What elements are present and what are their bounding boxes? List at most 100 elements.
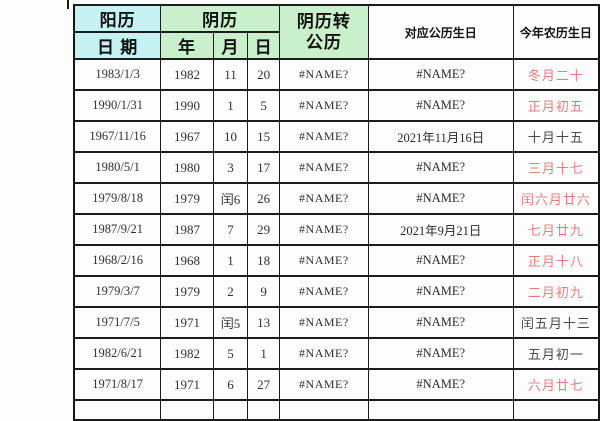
this-year-lunar-cell: 三月十七 bbox=[512, 151, 600, 184]
table-row-partial bbox=[73, 399, 600, 421]
table-row: 1968/2/16 1968 1 18 #NAME? #NAME? 正月十八 bbox=[73, 244, 600, 277]
lunar-year-cell: 1979 bbox=[160, 182, 214, 215]
lunar-month-cell: 1 bbox=[212, 89, 249, 122]
lunar-day-cell: 29 bbox=[247, 213, 280, 246]
solar-date-cell: 1971/7/5 bbox=[73, 306, 162, 339]
table-row: 1979/3/7 1979 2 9 #NAME? #NAME? 二月初九 bbox=[73, 275, 600, 308]
lunar-year-cell: 1971 bbox=[160, 368, 214, 401]
solar-date-cell: 1979/3/7 bbox=[73, 275, 162, 308]
lunar-day-cell: 17 bbox=[247, 151, 280, 184]
gregorian-birthday-cell: #NAME? bbox=[367, 151, 514, 184]
header-row-2: 日 期 年 月 日 bbox=[73, 31, 599, 60]
this-year-lunar-cell: 闰五月十三 bbox=[512, 306, 600, 339]
convert-error-cell: #NAME? bbox=[278, 120, 369, 153]
this-year-lunar-cell: 冬月二十 bbox=[512, 58, 600, 91]
table-row: 1983/1/3 1982 11 20 #NAME? #NAME? 冬月二十 bbox=[73, 58, 600, 91]
header-lunar: 阴历 bbox=[160, 4, 280, 33]
convert-error-cell: #NAME? bbox=[278, 213, 369, 246]
lunar-year-cell: 1979 bbox=[160, 275, 214, 308]
lunar-solar-conversion-table: 阳历 阴历 阴历转 公历 对应公历生日 今年农历生日 日 期 年 月 日 198… bbox=[73, 4, 600, 421]
lunar-year-cell: 1968 bbox=[160, 244, 214, 277]
gregorian-birthday-cell: #NAME? bbox=[367, 368, 514, 401]
header-lunar-day: 日 bbox=[247, 31, 280, 60]
gregorian-birthday-cell: #NAME? bbox=[367, 275, 514, 308]
lunar-month-cell: 闰5 bbox=[212, 306, 249, 339]
convert-error-cell: #NAME? bbox=[278, 244, 369, 277]
solar-date-cell: 1983/1/3 bbox=[73, 58, 162, 91]
lunar-day-cell: 27 bbox=[247, 368, 280, 401]
lunar-month-cell: 2 bbox=[212, 275, 249, 308]
lunar-day-cell: 26 bbox=[247, 182, 280, 215]
table-row: 1980/5/1 1980 3 17 #NAME? #NAME? 三月十七 bbox=[73, 151, 600, 184]
table-row: 1979/8/18 1979 闰6 26 #NAME? #NAME? 闰六月廿六 bbox=[73, 182, 600, 215]
solar-date-cell: 1980/5/1 bbox=[73, 151, 162, 184]
gregorian-birthday-cell: #NAME? bbox=[367, 337, 514, 370]
header-lunar-year: 年 bbox=[160, 31, 214, 60]
convert-error-cell: #NAME? bbox=[278, 368, 369, 401]
this-year-lunar-cell: 正月十八 bbox=[512, 244, 600, 277]
header-solar: 阳历 bbox=[73, 4, 162, 33]
lunar-month-cell: 3 bbox=[212, 151, 249, 184]
lunar-month-cell: 5 bbox=[212, 337, 249, 370]
header-solar-date: 日 期 bbox=[73, 31, 162, 60]
lunar-day-cell: 15 bbox=[247, 120, 280, 153]
header-row-1: 阳历 阴历 阴历转 公历 对应公历生日 今年农历生日 bbox=[73, 4, 600, 60]
solar-date-cell: 1990/1/31 bbox=[73, 89, 162, 122]
this-year-lunar-cell: 十月十五 bbox=[512, 120, 600, 153]
gregorian-birthday-cell: 2021年11月16日 bbox=[367, 120, 514, 153]
solar-date-cell: 1971/8/17 bbox=[73, 368, 162, 401]
solar-date-cell: 1967/11/16 bbox=[73, 120, 162, 153]
lunar-month-cell: 6 bbox=[212, 368, 249, 401]
this-year-lunar-cell: 二月初九 bbox=[512, 275, 600, 308]
lunar-year-cell: 1971 bbox=[160, 306, 214, 339]
lunar-day-cell: 1 bbox=[247, 337, 280, 370]
lunar-year-cell: 1990 bbox=[160, 89, 214, 122]
table-row: 1982/6/21 1982 5 1 #NAME? #NAME? 五月初一 bbox=[73, 337, 600, 370]
lunar-year-cell: 1967 bbox=[160, 120, 214, 153]
header-gregorian-birthday: 对应公历生日 bbox=[367, 4, 514, 60]
convert-error-cell: #NAME? bbox=[278, 337, 369, 370]
solar-date-cell: 1979/8/18 bbox=[73, 182, 162, 215]
gregorian-birthday-cell: #NAME? bbox=[367, 58, 514, 91]
lunar-year-cell: 1982 bbox=[160, 58, 214, 91]
header-lunar-to-gregorian: 阴历转 公历 bbox=[278, 4, 369, 60]
lunar-day-cell: 20 bbox=[247, 58, 280, 91]
this-year-lunar-cell: 正月初五 bbox=[512, 89, 600, 122]
lunar-year-cell: 1980 bbox=[160, 151, 214, 184]
table-row: 1971/7/5 1971 闰5 13 #NAME? #NAME? 闰五月十三 bbox=[73, 306, 600, 339]
convert-error-cell: #NAME? bbox=[278, 275, 369, 308]
lunar-month-cell: 10 bbox=[212, 120, 249, 153]
gregorian-birthday-cell: #NAME? bbox=[367, 89, 514, 122]
lunar-day-cell: 9 bbox=[247, 275, 280, 308]
convert-error-cell: #NAME? bbox=[278, 182, 369, 215]
lunar-month-cell: 7 bbox=[212, 213, 249, 246]
table-row: 1967/11/16 1967 10 15 #NAME? 2021年11月16日… bbox=[73, 120, 600, 153]
header-lunar-to-gregorian-line1: 阴历转 bbox=[296, 11, 351, 31]
lunar-year-cell: 1982 bbox=[160, 337, 214, 370]
this-year-lunar-cell: 闰六月廿六 bbox=[512, 182, 600, 215]
convert-error-cell: #NAME? bbox=[278, 89, 369, 122]
gregorian-birthday-cell: #NAME? bbox=[367, 244, 514, 277]
table-row: 1971/8/17 1971 6 27 #NAME? #NAME? 六月廿七 bbox=[73, 368, 600, 401]
lunar-month-cell: 1 bbox=[212, 244, 249, 277]
this-year-lunar-cell: 六月廿七 bbox=[512, 368, 600, 401]
convert-error-cell: #NAME? bbox=[278, 306, 369, 339]
gregorian-birthday-cell: #NAME? bbox=[367, 306, 514, 339]
convert-error-cell: #NAME? bbox=[278, 151, 369, 184]
solar-date-cell: 1987/9/21 bbox=[73, 213, 162, 246]
lunar-day-cell: 18 bbox=[247, 244, 280, 277]
gregorian-birthday-cell: #NAME? bbox=[367, 182, 514, 215]
table-row: 1990/1/31 1990 1 5 #NAME? #NAME? 正月初五 bbox=[73, 89, 600, 122]
lunar-day-cell: 5 bbox=[247, 89, 280, 122]
table-row: 1987/9/21 1987 7 29 #NAME? 2021年9月21日 七月… bbox=[73, 213, 600, 246]
convert-error-cell: #NAME? bbox=[278, 58, 369, 91]
this-year-lunar-cell: 五月初一 bbox=[512, 337, 600, 370]
lunar-month-cell: 11 bbox=[212, 58, 249, 91]
solar-date-cell: 1968/2/16 bbox=[73, 244, 162, 277]
header-this-year-lunar-birthday: 今年农历生日 bbox=[512, 4, 600, 60]
solar-date-cell: 1982/6/21 bbox=[73, 337, 162, 370]
header-lunar-month: 月 bbox=[212, 31, 249, 60]
gregorian-birthday-cell: 2021年9月21日 bbox=[367, 213, 514, 246]
table-edge-stub bbox=[67, 0, 69, 9]
header-lunar-to-gregorian-line2: 公历 bbox=[305, 33, 342, 52]
